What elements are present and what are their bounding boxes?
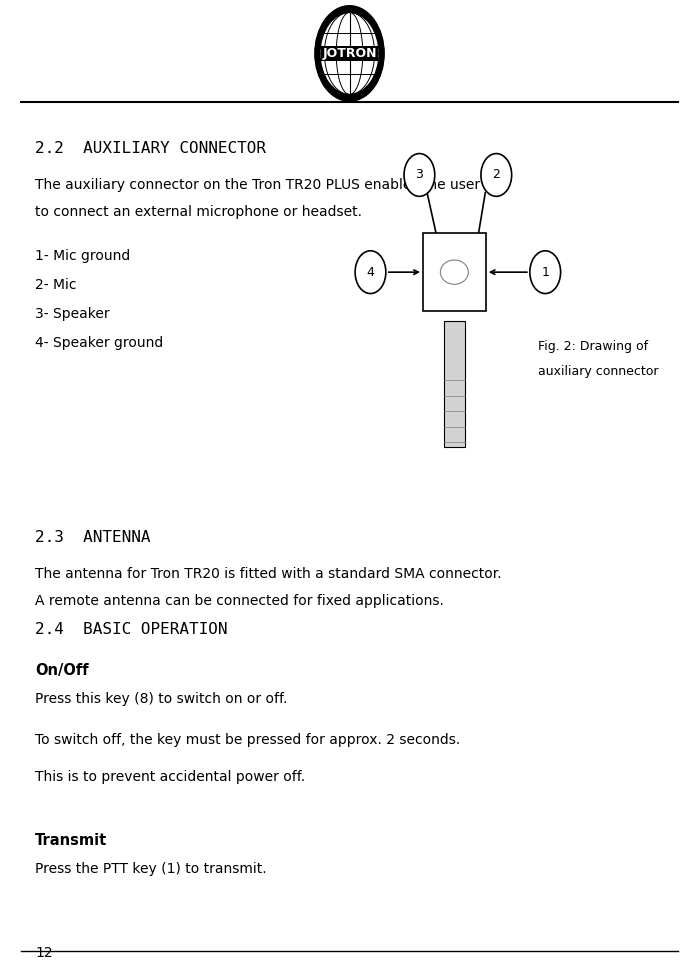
Text: auxiliary connector: auxiliary connector [538, 364, 658, 377]
Circle shape [355, 251, 386, 294]
Text: On/Off: On/Off [35, 663, 89, 677]
Text: The auxiliary connector on the Tron TR20 PLUS enables the user: The auxiliary connector on the Tron TR20… [35, 178, 480, 191]
Text: 2.2  AUXILIARY CONNECTOR: 2.2 AUXILIARY CONNECTOR [35, 141, 266, 156]
Text: 12: 12 [35, 947, 52, 960]
Circle shape [404, 154, 435, 196]
Text: 2.3  ANTENNA: 2.3 ANTENNA [35, 530, 150, 544]
Text: This is to prevent accidental power off.: This is to prevent accidental power off. [35, 770, 305, 783]
Text: JOTRON: JOTRON [322, 47, 377, 60]
Text: 3: 3 [415, 168, 424, 182]
Text: Transmit: Transmit [35, 833, 107, 848]
Circle shape [481, 154, 512, 196]
Text: to connect an external microphone or headset.: to connect an external microphone or hea… [35, 205, 362, 219]
Bar [423, 233, 486, 311]
Text: 4: 4 [366, 265, 375, 279]
Text: Fig. 2: Drawing of: Fig. 2: Drawing of [538, 340, 649, 353]
Text: 2- Mic: 2- Mic [35, 278, 76, 292]
Bar [322, 46, 377, 61]
Text: 2.4  BASIC OPERATION: 2.4 BASIC OPERATION [35, 622, 227, 637]
Circle shape [530, 251, 561, 294]
Text: Press this key (8) to switch on or off.: Press this key (8) to switch on or off. [35, 692, 287, 706]
Text: 1- Mic ground: 1- Mic ground [35, 249, 130, 262]
Text: A remote antenna can be connected for fixed applications.: A remote antenna can be connected for fi… [35, 594, 444, 608]
Text: 4- Speaker ground: 4- Speaker ground [35, 336, 163, 350]
Text: To switch off, the key must be pressed for approx. 2 seconds.: To switch off, the key must be pressed f… [35, 733, 460, 746]
Text: 3- Speaker: 3- Speaker [35, 307, 110, 321]
Circle shape [320, 13, 379, 94]
Bar [444, 321, 465, 447]
Circle shape [316, 7, 383, 100]
Text: 1: 1 [541, 265, 549, 279]
Text: 2: 2 [492, 168, 500, 182]
Text: The antenna for Tron TR20 is fitted with a standard SMA connector.: The antenna for Tron TR20 is fitted with… [35, 567, 502, 580]
Text: Press the PTT key (1) to transmit.: Press the PTT key (1) to transmit. [35, 862, 266, 876]
